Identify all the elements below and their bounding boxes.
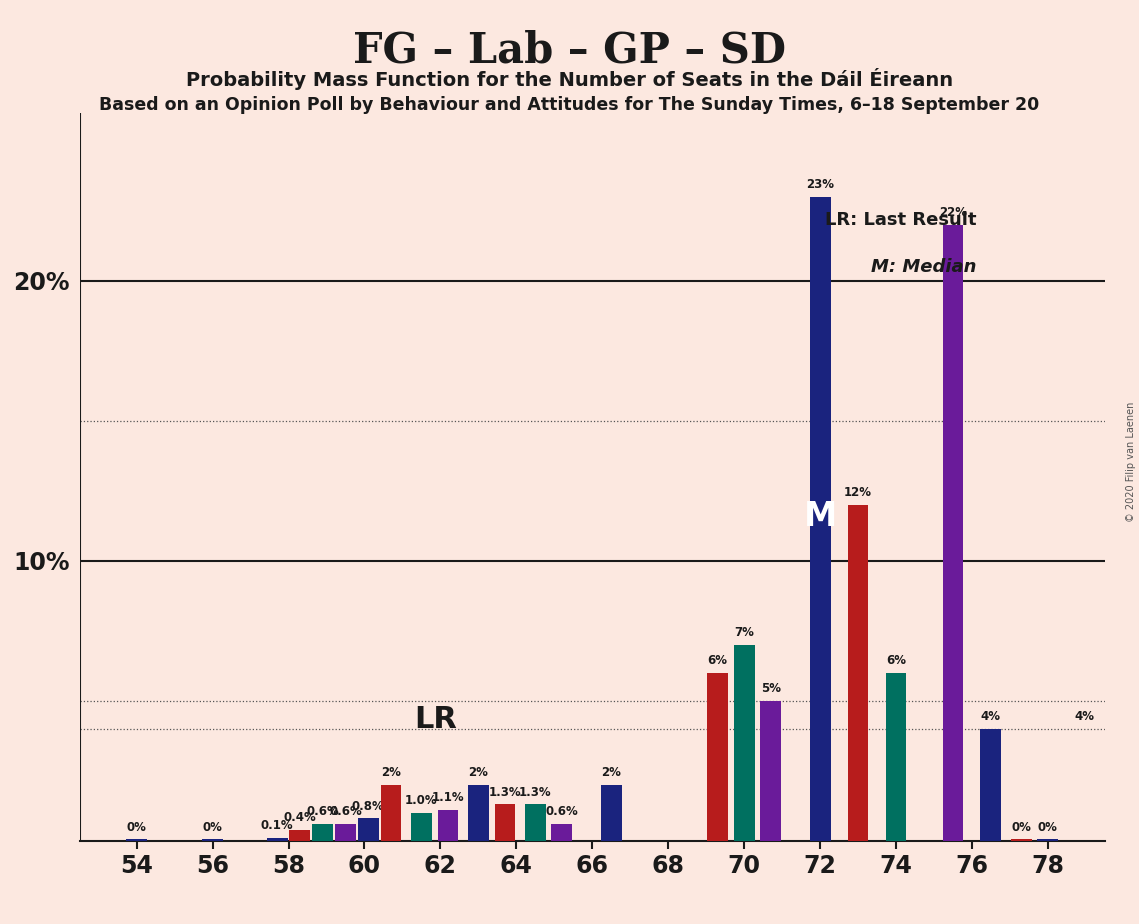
Text: LR: LR (413, 705, 457, 734)
Bar (267, 838, 287, 841)
Bar (707, 673, 728, 841)
Bar (525, 805, 546, 841)
Text: 23%: 23% (806, 178, 834, 191)
Text: 12%: 12% (844, 486, 872, 499)
Text: 4%: 4% (1074, 711, 1095, 723)
Text: 6%: 6% (886, 654, 906, 667)
Bar (358, 819, 378, 841)
Text: Based on an Opinion Poll by Behaviour and Attitudes for The Sunday Times, 6–18 S: Based on an Opinion Poll by Behaviour an… (99, 96, 1040, 114)
Text: 0.8%: 0.8% (352, 800, 385, 813)
Text: © 2020 Filip van Laenen: © 2020 Filip van Laenen (1125, 402, 1136, 522)
Text: 0%: 0% (1011, 821, 1031, 833)
Text: 0.6%: 0.6% (546, 806, 579, 819)
Bar (761, 700, 781, 841)
Bar (600, 784, 622, 841)
Bar (289, 830, 310, 841)
Text: Probability Mass Function for the Number of Seats in the Dáil Éireann: Probability Mass Function for the Number… (186, 68, 953, 91)
Bar (734, 645, 754, 841)
Text: 2%: 2% (601, 766, 621, 779)
Text: 0%: 0% (203, 821, 222, 833)
Text: FG – Lab – GP – SD: FG – Lab – GP – SD (353, 30, 786, 71)
Text: 1.0%: 1.0% (405, 795, 437, 808)
Text: 5%: 5% (761, 682, 780, 695)
Text: M: Median: M: Median (871, 259, 976, 276)
Text: 22%: 22% (939, 206, 967, 219)
Bar (202, 839, 223, 841)
Text: 1.1%: 1.1% (432, 792, 465, 805)
Text: M: M (803, 500, 837, 533)
Bar (1038, 839, 1058, 841)
Text: 0.1%: 0.1% (261, 820, 294, 833)
Text: 0%: 0% (1038, 821, 1058, 833)
Text: 2%: 2% (468, 766, 489, 779)
Text: 7%: 7% (735, 626, 754, 639)
Bar (380, 784, 402, 841)
Bar (847, 505, 868, 841)
Text: 0%: 0% (126, 821, 147, 833)
Text: 6%: 6% (707, 654, 728, 667)
Bar (437, 810, 458, 841)
Text: 1.3%: 1.3% (519, 785, 551, 799)
Text: 0.6%: 0.6% (306, 806, 339, 819)
Bar (312, 824, 333, 841)
Bar (126, 839, 147, 841)
Bar (411, 813, 432, 841)
Bar (810, 197, 830, 841)
Bar (494, 805, 516, 841)
Text: 4%: 4% (981, 711, 1001, 723)
Text: 0.4%: 0.4% (284, 811, 317, 824)
Bar (468, 784, 489, 841)
Bar (1011, 839, 1032, 841)
Bar (551, 824, 573, 841)
Bar (335, 824, 355, 841)
Text: LR: Last Result: LR: Last Result (825, 211, 976, 229)
Text: 1.3%: 1.3% (489, 785, 522, 799)
Text: 0.6%: 0.6% (329, 806, 362, 819)
Bar (885, 673, 907, 841)
Text: 2%: 2% (382, 766, 401, 779)
Bar (981, 729, 1001, 841)
Bar (942, 225, 964, 841)
